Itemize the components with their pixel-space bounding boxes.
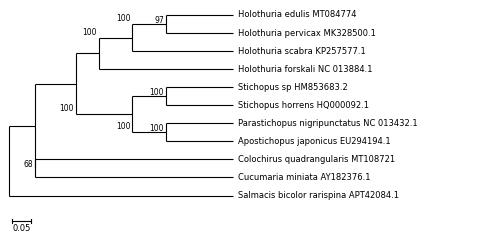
Text: 0.05: 0.05 bbox=[12, 224, 31, 234]
Text: 100: 100 bbox=[150, 124, 164, 133]
Text: Colochirus quadrangularis MT108721: Colochirus quadrangularis MT108721 bbox=[238, 155, 395, 164]
Text: Holothuria scabra KP257577.1: Holothuria scabra KP257577.1 bbox=[238, 47, 366, 56]
Text: Salmacis bicolor rarispina APT42084.1: Salmacis bicolor rarispina APT42084.1 bbox=[238, 191, 398, 200]
Text: Holothuria pervicax MK328500.1: Holothuria pervicax MK328500.1 bbox=[238, 29, 376, 37]
Text: Stichopus horrens HQ000092.1: Stichopus horrens HQ000092.1 bbox=[238, 101, 368, 110]
Text: Holothuria forskali NC 013884.1: Holothuria forskali NC 013884.1 bbox=[238, 65, 372, 74]
Text: 100: 100 bbox=[116, 122, 130, 132]
Text: 100: 100 bbox=[150, 88, 164, 97]
Text: 100: 100 bbox=[60, 104, 74, 113]
Text: Stichopus sp HM853683.2: Stichopus sp HM853683.2 bbox=[238, 83, 348, 92]
Text: 100: 100 bbox=[82, 28, 96, 37]
Text: 97: 97 bbox=[154, 16, 164, 25]
Text: 100: 100 bbox=[116, 14, 130, 23]
Text: Parastichopus nigripunctatus NC 013432.1: Parastichopus nigripunctatus NC 013432.1 bbox=[238, 119, 418, 128]
Text: 68: 68 bbox=[24, 160, 33, 169]
Text: Holothuria edulis MT084774: Holothuria edulis MT084774 bbox=[238, 11, 356, 19]
Text: Apostichopus japonicus EU294194.1: Apostichopus japonicus EU294194.1 bbox=[238, 137, 390, 146]
Text: Cucumaria miniata AY182376.1: Cucumaria miniata AY182376.1 bbox=[238, 173, 370, 182]
